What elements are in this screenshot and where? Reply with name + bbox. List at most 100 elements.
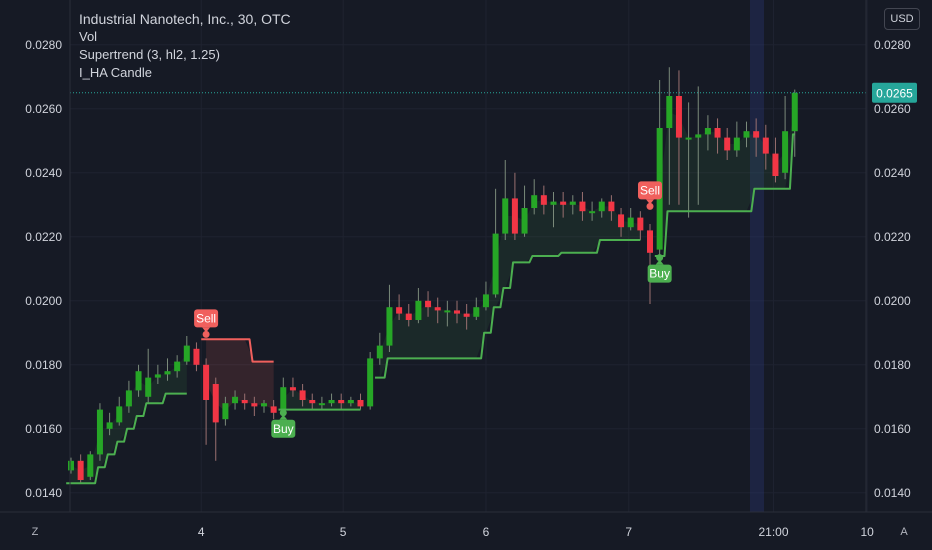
legend-supertrend[interactable]: Supertrend (3, hl2, 1.25) xyxy=(79,47,220,62)
zoom-button[interactable]: Z xyxy=(31,526,39,538)
candle-body xyxy=(367,358,374,407)
right-tick-label: 0.0140 xyxy=(874,486,911,500)
candle-body xyxy=(772,153,779,176)
candle-body xyxy=(782,131,789,173)
sell-label: Sell xyxy=(640,183,660,197)
right-tick-label: 0.0220 xyxy=(874,230,911,244)
time-tick-label: 10 xyxy=(860,525,874,539)
candle-body xyxy=(502,198,509,234)
candle-body xyxy=(68,460,74,471)
supertrend-fill-area xyxy=(379,200,641,378)
candle-body xyxy=(135,371,142,391)
candle-body xyxy=(618,214,625,228)
candle-body xyxy=(425,300,432,308)
currency-label[interactable]: USD xyxy=(884,8,920,30)
candle-body xyxy=(164,371,171,375)
current-price-box xyxy=(872,82,917,103)
candle-body xyxy=(405,313,412,320)
time-tick-label: 6 xyxy=(483,525,490,539)
candle-body xyxy=(753,131,760,138)
signals: Sell Buy Sell Buy xyxy=(194,181,672,438)
left-tick-label: 0.0260 xyxy=(25,102,62,116)
candle-body xyxy=(328,400,335,404)
candle-body xyxy=(77,460,84,480)
candle-body xyxy=(309,400,316,404)
sell-label: Sell xyxy=(196,311,216,325)
candle-body xyxy=(106,422,113,429)
supertrend-segment xyxy=(374,239,641,379)
left-price-axis[interactable]: 0.0280 0.0260 0.0240 0.0220 0.0200 0.0180 0.01… xyxy=(25,38,62,500)
supertrend-segment xyxy=(201,338,274,363)
supertrend-fill xyxy=(71,112,795,484)
time-tick-label: 5 xyxy=(340,525,347,539)
supertrend-segment xyxy=(654,133,795,257)
sell-marker-dot xyxy=(646,202,654,210)
left-tick-label: 0.0160 xyxy=(25,422,62,436)
candle-body xyxy=(96,409,103,455)
candle-body xyxy=(454,310,460,314)
candle-body xyxy=(647,230,653,253)
supertrend-line xyxy=(66,133,795,485)
candle-body xyxy=(550,201,557,205)
signal-pointer xyxy=(646,199,654,205)
legend-ha-candle[interactable]: I_HA Candle xyxy=(79,65,152,80)
candle-body xyxy=(415,300,422,320)
left-tick-label: 0.0200 xyxy=(25,294,62,308)
candle-body xyxy=(569,201,576,205)
supertrend-segment xyxy=(66,392,187,485)
candle-body xyxy=(704,128,711,135)
candle-body xyxy=(222,403,229,420)
candle-body xyxy=(579,201,586,212)
candle-body xyxy=(743,131,750,138)
signal-pointer xyxy=(202,327,211,333)
candle-body xyxy=(154,374,161,378)
candle-body xyxy=(531,195,538,208)
candle-body xyxy=(357,400,364,407)
legend-vol[interactable]: Vol xyxy=(79,29,98,44)
candle-body xyxy=(87,454,94,477)
symbol-title[interactable]: Industrial Nanotech, Inc., 30, OTC xyxy=(79,11,291,27)
buy-label-box xyxy=(647,264,672,283)
candle-body xyxy=(724,137,731,151)
candle-body xyxy=(174,361,181,372)
right-price-axis[interactable]: 0.0280 0.0260 0.0240 0.0220 0.0200 0.0180 0.01… xyxy=(874,38,911,500)
candle-body xyxy=(289,387,296,391)
candle-body xyxy=(241,400,248,404)
right-tick-label: 0.0160 xyxy=(874,422,911,436)
candle-body xyxy=(511,198,518,234)
candle-body xyxy=(386,307,393,346)
candle-body xyxy=(685,137,692,140)
candle-body xyxy=(695,134,702,138)
candle-body xyxy=(116,406,123,423)
candle-body xyxy=(598,201,605,212)
candle-body xyxy=(145,377,152,397)
candle-body xyxy=(434,307,441,311)
candle-body xyxy=(193,348,200,365)
candle-body xyxy=(482,294,489,308)
candle-body xyxy=(675,96,682,138)
auto-scale-button[interactable]: A xyxy=(900,526,908,538)
candle-body xyxy=(299,390,306,400)
candle-body xyxy=(627,217,634,228)
candles xyxy=(68,67,798,484)
candle-body xyxy=(396,307,403,314)
time-axis[interactable]: 4 5 6 7 21:00 10 xyxy=(198,525,874,539)
sell-marker-dot xyxy=(202,330,210,338)
left-tick-label: 0.0280 xyxy=(25,38,62,52)
current-price-tag: 0.0265 xyxy=(872,82,917,103)
right-tick-label: 0.0200 xyxy=(874,294,911,308)
candle-body xyxy=(444,310,451,313)
candle-body xyxy=(540,195,547,205)
candle-body xyxy=(791,92,798,132)
legend: Industrial Nanotech, Inc., 30, OTC Vol S… xyxy=(79,10,291,82)
signal-pointer xyxy=(279,414,288,420)
time-tick-label: 21:00 xyxy=(759,525,789,539)
candle-body xyxy=(232,396,239,404)
candle-body xyxy=(203,364,210,400)
buy-label: Buy xyxy=(649,267,670,281)
candle-body xyxy=(251,403,258,407)
current-bar-highlight xyxy=(750,0,764,512)
candle-body xyxy=(183,345,190,362)
right-tick-label: 0.0180 xyxy=(874,358,911,372)
